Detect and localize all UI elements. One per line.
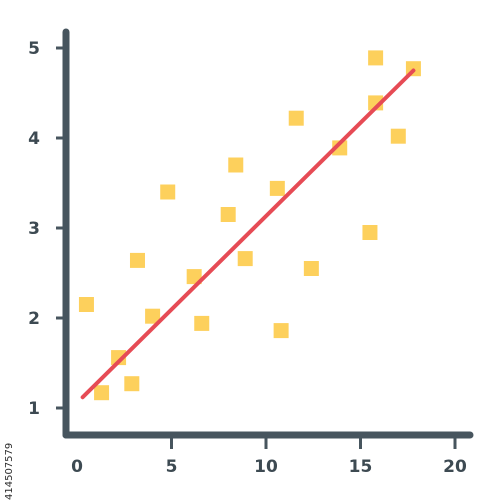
scatter-point <box>390 128 406 144</box>
trend-line <box>80 68 416 400</box>
y-tick-label: 4 <box>28 129 40 149</box>
y-tick-label: 2 <box>28 309 40 329</box>
scatter-point <box>332 140 348 156</box>
scatter-point <box>145 308 161 324</box>
scatter-point <box>368 50 384 66</box>
y-tick-label: 5 <box>28 39 40 59</box>
scatter-point <box>194 315 210 331</box>
scatter-point <box>228 157 244 173</box>
scatter-point <box>111 350 127 366</box>
x-tick-label: 0 <box>71 457 83 477</box>
scatter-point <box>220 207 236 222</box>
scatter-point <box>94 385 110 401</box>
stock-id-watermark: 414507579 <box>4 442 15 500</box>
axis-tick-labels: 0 5 10 15 20 1 2 3 4 5 <box>28 39 467 477</box>
x-tick-label: 10 <box>254 457 278 477</box>
scatter-point <box>160 184 176 200</box>
scatter-point <box>186 269 202 285</box>
data-points <box>78 50 421 401</box>
x-tick-label: 15 <box>349 457 373 477</box>
scatter-point <box>129 252 145 268</box>
y-tick-label: 3 <box>28 219 40 239</box>
scatter-point <box>362 225 378 240</box>
axis-ticks <box>56 46 457 449</box>
x-tick-label: 20 <box>443 457 467 477</box>
scatter-point <box>303 261 319 276</box>
scatter-point <box>273 323 289 339</box>
scatter-point <box>237 251 253 267</box>
x-tick-label: 5 <box>166 457 178 477</box>
scatter-point <box>288 110 304 126</box>
y-tick-label: 1 <box>28 399 40 419</box>
scatter-point <box>78 297 94 312</box>
scatter-point <box>269 180 285 196</box>
scatter-point <box>124 376 140 392</box>
